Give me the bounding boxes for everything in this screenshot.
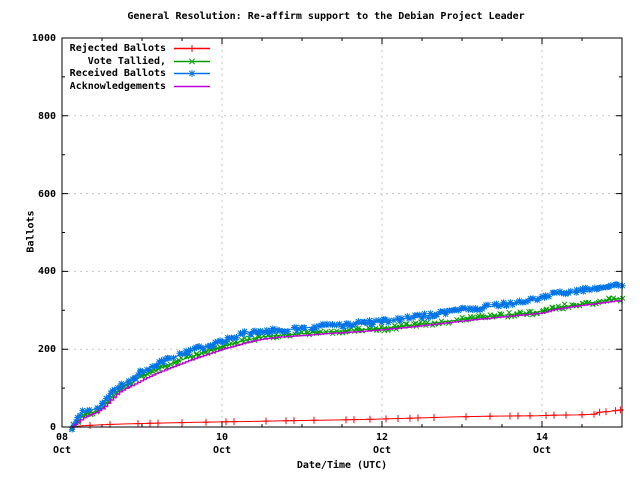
legend-item-acknowledgements: Acknowledgements bbox=[66, 80, 212, 93]
legend-sample-line bbox=[174, 70, 210, 77]
chart-title: General Resolution: Re-affirm support to… bbox=[127, 11, 525, 22]
legend-label: Received Ballots bbox=[69, 68, 166, 79]
legend-item-received-ballots: Received Ballots bbox=[66, 67, 212, 80]
y-tick-label: 400 bbox=[37, 266, 56, 278]
plot-frame bbox=[61, 37, 623, 428]
y-tick-label: 1000 bbox=[31, 33, 56, 44]
y-tick-label: 600 bbox=[37, 188, 56, 200]
x-tick-label: 14 Oct bbox=[532, 432, 552, 456]
x-tick-label: 12 Oct bbox=[372, 432, 392, 456]
x-tick-label: 10 Oct bbox=[212, 432, 232, 456]
legend-sample-line bbox=[174, 45, 210, 52]
y-tick-label: 0 bbox=[49, 422, 56, 433]
legend-label: Acknowledgements bbox=[69, 81, 166, 92]
legend-item-vote-tallied: Vote Tallied, bbox=[66, 55, 212, 68]
gridlines bbox=[62, 38, 622, 427]
y-tick-label: 200 bbox=[37, 344, 56, 356]
series-received-ballots bbox=[68, 281, 626, 433]
legend-label: Rejected Ballots bbox=[69, 43, 166, 54]
y-tick-label: 800 bbox=[37, 110, 56, 122]
series-acknowledgements bbox=[71, 300, 622, 428]
x-axis-label: Date/Time (UTC) bbox=[296, 460, 388, 471]
legend-sample-line bbox=[174, 85, 210, 88]
x-tick-label: 08 Oct bbox=[52, 432, 72, 456]
legend-item-rejected-ballots: Rejected Ballots bbox=[66, 42, 212, 55]
legend-sample-line bbox=[174, 58, 210, 65]
legend-label: Vote Tallied, bbox=[87, 56, 166, 67]
